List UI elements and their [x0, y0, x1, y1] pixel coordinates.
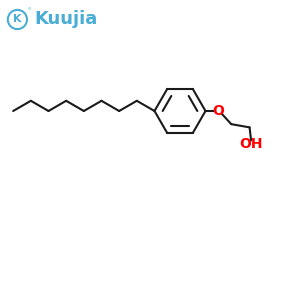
Text: °: ° — [27, 8, 31, 14]
Text: OH: OH — [239, 137, 263, 151]
Text: Kuujia: Kuujia — [34, 11, 98, 28]
Text: O: O — [212, 104, 224, 118]
Text: K: K — [13, 14, 22, 25]
